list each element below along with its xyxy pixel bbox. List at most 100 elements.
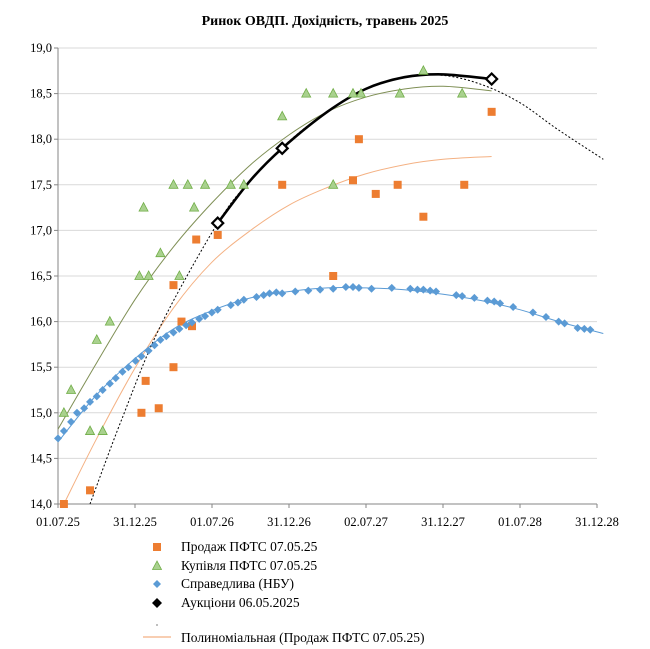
- point-series2-25: [213, 305, 222, 314]
- point-series2-26: [226, 301, 235, 310]
- x-tick-label: 31.12.28: [575, 515, 619, 529]
- point-series3-2: [484, 71, 499, 87]
- point-series2-59: [573, 323, 582, 332]
- point-series0-5: [169, 363, 178, 372]
- point-series1-14: [199, 178, 211, 189]
- y-tick-label: 15,5: [30, 360, 52, 374]
- point-series1-25: [456, 87, 468, 98]
- point-series2-50: [470, 293, 479, 302]
- point-series0-10: [213, 230, 222, 239]
- point-series2-58: [560, 319, 569, 328]
- x-tick-label: 01.07.28: [498, 515, 542, 529]
- data-point-layer: [54, 64, 595, 508]
- trendline-1: [57, 85, 492, 430]
- point-series2-14: [144, 346, 153, 355]
- point-series1-9: [155, 247, 166, 258]
- point-series2-54: [509, 303, 518, 312]
- point-series2-48: [452, 291, 461, 300]
- point-series2-39: [348, 282, 357, 291]
- y-tick-label: 18,0: [30, 132, 52, 146]
- legend: Продаж ПФТС 07.05.25 Купівля ПФТС 07.05.2…: [143, 539, 424, 645]
- point-series3-0: [210, 216, 225, 231]
- y-tick-label: 16,5: [30, 269, 52, 283]
- grid-layer: [58, 47, 597, 459]
- point-series2-55: [528, 308, 537, 317]
- point-series2-16: [156, 335, 165, 344]
- x-tick-label: 31.12.25: [113, 515, 157, 529]
- point-series2-30: [259, 291, 268, 300]
- point-series1-3: [91, 333, 102, 344]
- point-series0-14: [354, 135, 363, 144]
- point-series0-11: [278, 180, 287, 189]
- point-series2-53: [496, 299, 505, 308]
- y-tick-label: 15,0: [30, 406, 52, 420]
- axis-layer: 14,0 14,5 15,0 15,5 16,0 16,5 17,0 17,5 18,0 18,5…: [30, 41, 619, 529]
- point-series2-43: [406, 284, 415, 293]
- point-series2-42: [387, 283, 396, 292]
- point-series2-56: [542, 313, 551, 322]
- point-series3-1: [275, 141, 290, 156]
- y-tick-label: 17,0: [30, 223, 52, 237]
- point-series1-15: [225, 178, 236, 189]
- point-series2-9: [111, 374, 120, 383]
- point-series2-57: [554, 317, 563, 326]
- point-series2-33: [278, 289, 287, 298]
- point-series2-29: [252, 292, 261, 301]
- point-series2-19: [175, 324, 184, 333]
- point-series1-21: [347, 87, 359, 98]
- legend-label-2: Справедлива (НБУ): [181, 576, 294, 591]
- y-tick-label: 17,5: [30, 178, 52, 192]
- point-series0-16: [393, 180, 402, 189]
- point-series0-18: [460, 180, 469, 189]
- point-series2-46: [426, 286, 435, 295]
- point-series0-13: [348, 176, 357, 185]
- point-series1-1: [65, 384, 77, 394]
- point-series1-11: [174, 270, 185, 280]
- y-tick-label: 14,5: [30, 451, 52, 465]
- point-series2-4: [80, 404, 89, 413]
- point-series2-27: [233, 298, 242, 307]
- point-series1-0: [58, 406, 70, 417]
- point-series2-18: [169, 328, 178, 337]
- point-series1-18: [301, 87, 312, 98]
- point-series2-44: [413, 285, 422, 294]
- point-series2-8: [105, 379, 114, 388]
- point-series1-12: [182, 178, 193, 189]
- point-series1-5: [104, 315, 115, 326]
- point-series2-0: [54, 434, 62, 443]
- y-tick-label: 14,0: [30, 497, 52, 511]
- legend-dotted-line-swatch: [156, 624, 158, 626]
- trendline-0: [63, 156, 492, 505]
- point-series0-6: [169, 281, 178, 290]
- point-series2-10: [118, 367, 127, 376]
- point-series1-16: [238, 178, 250, 189]
- point-series1-8: [143, 270, 154, 280]
- point-series0-12: [329, 272, 338, 280]
- trendline-4: [216, 73, 492, 224]
- point-series1-2: [84, 425, 96, 435]
- point-series2-34: [291, 287, 300, 296]
- point-series2-3: [72, 408, 81, 417]
- point-series2-20: [182, 321, 191, 330]
- y-tick-label: 18,5: [30, 87, 52, 101]
- point-series1-10: [168, 178, 179, 189]
- point-series2-36: [316, 285, 325, 294]
- point-series2-52: [490, 297, 499, 306]
- point-series2-6: [92, 392, 101, 401]
- point-series2-21: [188, 318, 197, 327]
- point-series2-37: [329, 284, 338, 293]
- x-tick-label: 01.07.25: [36, 515, 80, 529]
- point-series2-17: [162, 332, 171, 341]
- point-series2-22: [195, 314, 204, 323]
- point-series0-4: [154, 404, 163, 413]
- point-series2-1: [59, 427, 68, 436]
- point-series2-15: [150, 341, 159, 350]
- point-series2-41: [367, 284, 376, 293]
- point-series0-17: [419, 212, 428, 221]
- point-series2-32: [272, 288, 281, 297]
- point-series2-60: [580, 324, 589, 333]
- y-tick-label: 19,0: [30, 41, 52, 55]
- point-series2-35: [304, 286, 313, 295]
- point-series2-7: [98, 386, 107, 394]
